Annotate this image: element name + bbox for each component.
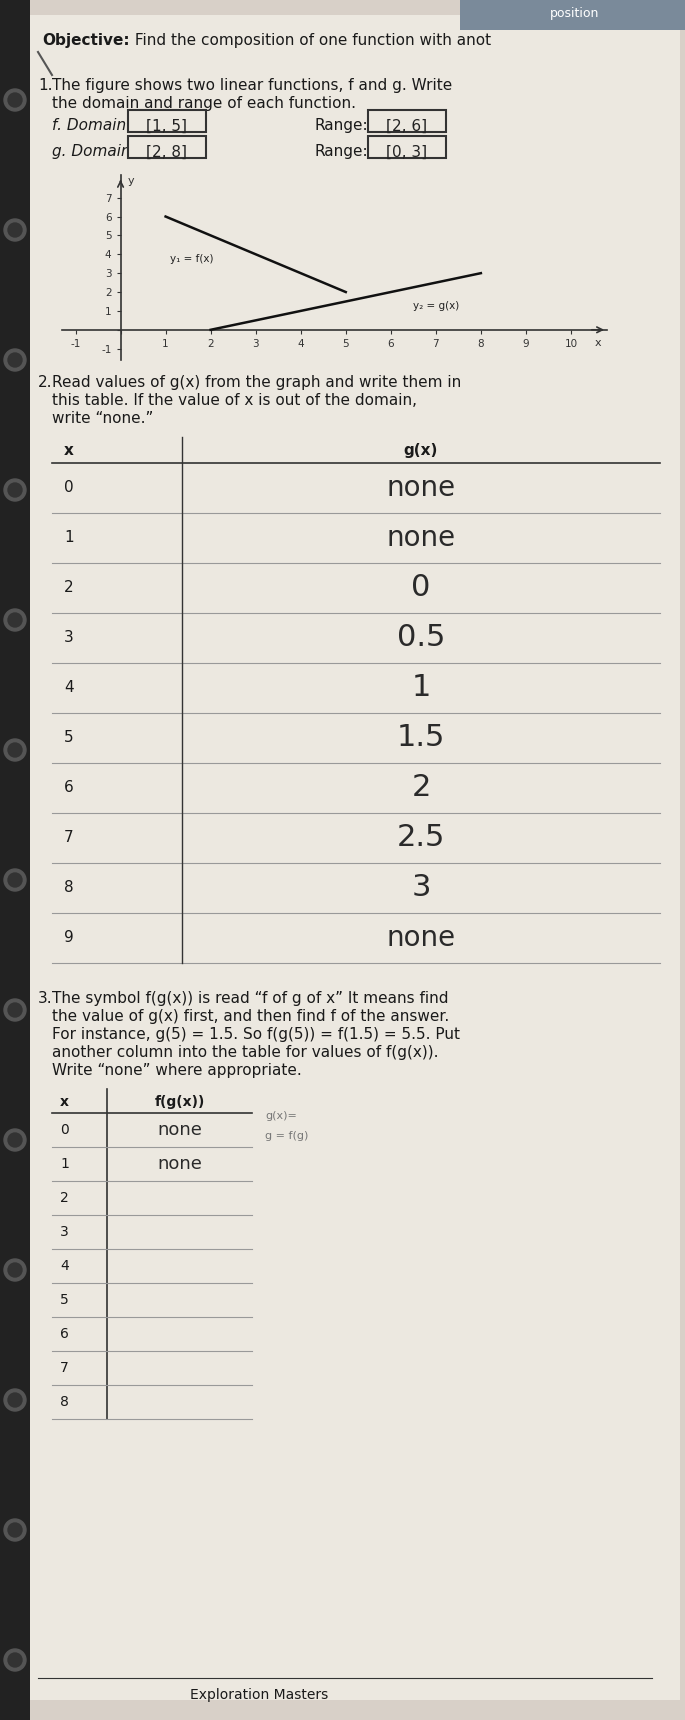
Circle shape xyxy=(4,1259,26,1281)
Circle shape xyxy=(4,869,26,891)
Text: Write “none” where appropriate.: Write “none” where appropriate. xyxy=(52,1063,302,1078)
Text: Read values of g(x) from the graph and write them in: Read values of g(x) from the graph and w… xyxy=(52,375,461,390)
Text: f. Domain:: f. Domain: xyxy=(52,119,132,132)
Circle shape xyxy=(4,1128,26,1151)
Text: g. Domain:: g. Domain: xyxy=(52,144,136,158)
Text: position: position xyxy=(550,7,599,21)
Circle shape xyxy=(8,1653,22,1667)
Text: y₂ = g(x): y₂ = g(x) xyxy=(413,301,460,311)
Text: 4: 4 xyxy=(60,1259,68,1273)
Text: none: none xyxy=(157,1156,202,1173)
Text: g(x)=: g(x)= xyxy=(265,1111,297,1121)
Circle shape xyxy=(8,93,22,107)
Bar xyxy=(460,0,685,29)
Text: Objective:: Objective: xyxy=(42,33,129,48)
Text: none: none xyxy=(386,924,456,951)
Text: 7: 7 xyxy=(60,1361,68,1374)
Bar xyxy=(128,110,206,132)
Text: x: x xyxy=(64,444,74,458)
Text: 0: 0 xyxy=(64,480,73,495)
Text: 5: 5 xyxy=(60,1293,68,1307)
Text: 2: 2 xyxy=(64,581,73,595)
Text: 4: 4 xyxy=(64,681,73,695)
Circle shape xyxy=(8,1262,22,1276)
Circle shape xyxy=(4,89,26,112)
Circle shape xyxy=(4,349,26,372)
Text: none: none xyxy=(157,1121,202,1139)
Text: 5: 5 xyxy=(64,731,73,745)
Bar xyxy=(0,0,30,1720)
Circle shape xyxy=(4,609,26,631)
Circle shape xyxy=(8,1133,22,1147)
Circle shape xyxy=(8,612,22,628)
Text: the domain and range of each function.: the domain and range of each function. xyxy=(52,96,356,112)
Circle shape xyxy=(8,1003,22,1017)
Text: none: none xyxy=(386,525,456,552)
Circle shape xyxy=(8,874,22,888)
Text: The figure shows two linear functions, f and g. Write: The figure shows two linear functions, f… xyxy=(52,77,452,93)
Text: another column into the table for values of f(g(x)).: another column into the table for values… xyxy=(52,1046,438,1060)
Text: f(g(x)): f(g(x)) xyxy=(154,1096,205,1109)
Text: Range:: Range: xyxy=(315,144,369,158)
Circle shape xyxy=(8,743,22,757)
Text: Range:: Range: xyxy=(315,119,369,132)
Text: 3: 3 xyxy=(64,631,74,645)
Text: Exploration Masters: Exploration Masters xyxy=(190,1687,328,1703)
Circle shape xyxy=(8,483,22,497)
Circle shape xyxy=(8,1522,22,1538)
Text: g(x): g(x) xyxy=(404,444,438,458)
Text: 7: 7 xyxy=(64,831,73,846)
Text: 0: 0 xyxy=(60,1123,68,1137)
Text: the value of g(x) first, and then find f of the answer.: the value of g(x) first, and then find f… xyxy=(52,1010,449,1023)
Text: 2.5: 2.5 xyxy=(397,824,445,853)
Text: x: x xyxy=(595,339,601,347)
Text: 8: 8 xyxy=(64,881,73,896)
Text: 0: 0 xyxy=(411,573,431,602)
Text: For instance, g(5) = 1.5. So f(g(5)) = f(1.5) = 5.5. Put: For instance, g(5) = 1.5. So f(g(5)) = f… xyxy=(52,1027,460,1042)
Text: 3: 3 xyxy=(60,1225,68,1238)
Circle shape xyxy=(4,999,26,1022)
Bar xyxy=(368,136,446,158)
Text: 1.: 1. xyxy=(38,77,53,93)
Text: 1: 1 xyxy=(411,674,431,702)
Text: this table. If the value of x is out of the domain,: this table. If the value of x is out of … xyxy=(52,392,417,408)
Text: 2: 2 xyxy=(411,774,431,803)
Text: 1: 1 xyxy=(64,530,73,545)
Circle shape xyxy=(8,353,22,366)
Text: [0, 3]: [0, 3] xyxy=(386,144,427,160)
Text: 3: 3 xyxy=(411,874,431,903)
Bar xyxy=(128,136,206,158)
Circle shape xyxy=(4,740,26,760)
Text: write “none.”: write “none.” xyxy=(52,411,153,427)
Text: [2, 8]: [2, 8] xyxy=(147,144,188,160)
Text: x: x xyxy=(60,1096,69,1109)
Text: 0.5: 0.5 xyxy=(397,624,445,652)
Text: y: y xyxy=(127,175,134,186)
Text: y₁ = f(x): y₁ = f(x) xyxy=(170,255,214,263)
Text: 6: 6 xyxy=(64,781,74,795)
Text: Find the composition of one function with anot: Find the composition of one function wit… xyxy=(130,33,491,48)
Circle shape xyxy=(4,1519,26,1541)
Circle shape xyxy=(8,224,22,237)
Text: 8: 8 xyxy=(60,1395,69,1409)
Text: [1, 5]: [1, 5] xyxy=(147,119,188,134)
Circle shape xyxy=(4,1649,26,1672)
Circle shape xyxy=(4,1390,26,1410)
Text: 3.: 3. xyxy=(38,991,53,1006)
Text: 2.: 2. xyxy=(38,375,53,390)
Circle shape xyxy=(8,1393,22,1407)
Text: none: none xyxy=(386,475,456,502)
Text: g = f(g): g = f(g) xyxy=(265,1132,308,1140)
Text: 1: 1 xyxy=(60,1158,69,1171)
Text: 2: 2 xyxy=(60,1190,68,1206)
Text: 1.5: 1.5 xyxy=(397,724,445,753)
Bar xyxy=(368,110,446,132)
Text: [2, 6]: [2, 6] xyxy=(386,119,427,134)
Circle shape xyxy=(4,218,26,241)
Text: 6: 6 xyxy=(60,1328,69,1342)
Circle shape xyxy=(4,478,26,501)
Text: The symbol f(g(x)) is read “f of g of x” It means find: The symbol f(g(x)) is read “f of g of x”… xyxy=(52,991,449,1006)
Text: 9: 9 xyxy=(64,931,74,946)
